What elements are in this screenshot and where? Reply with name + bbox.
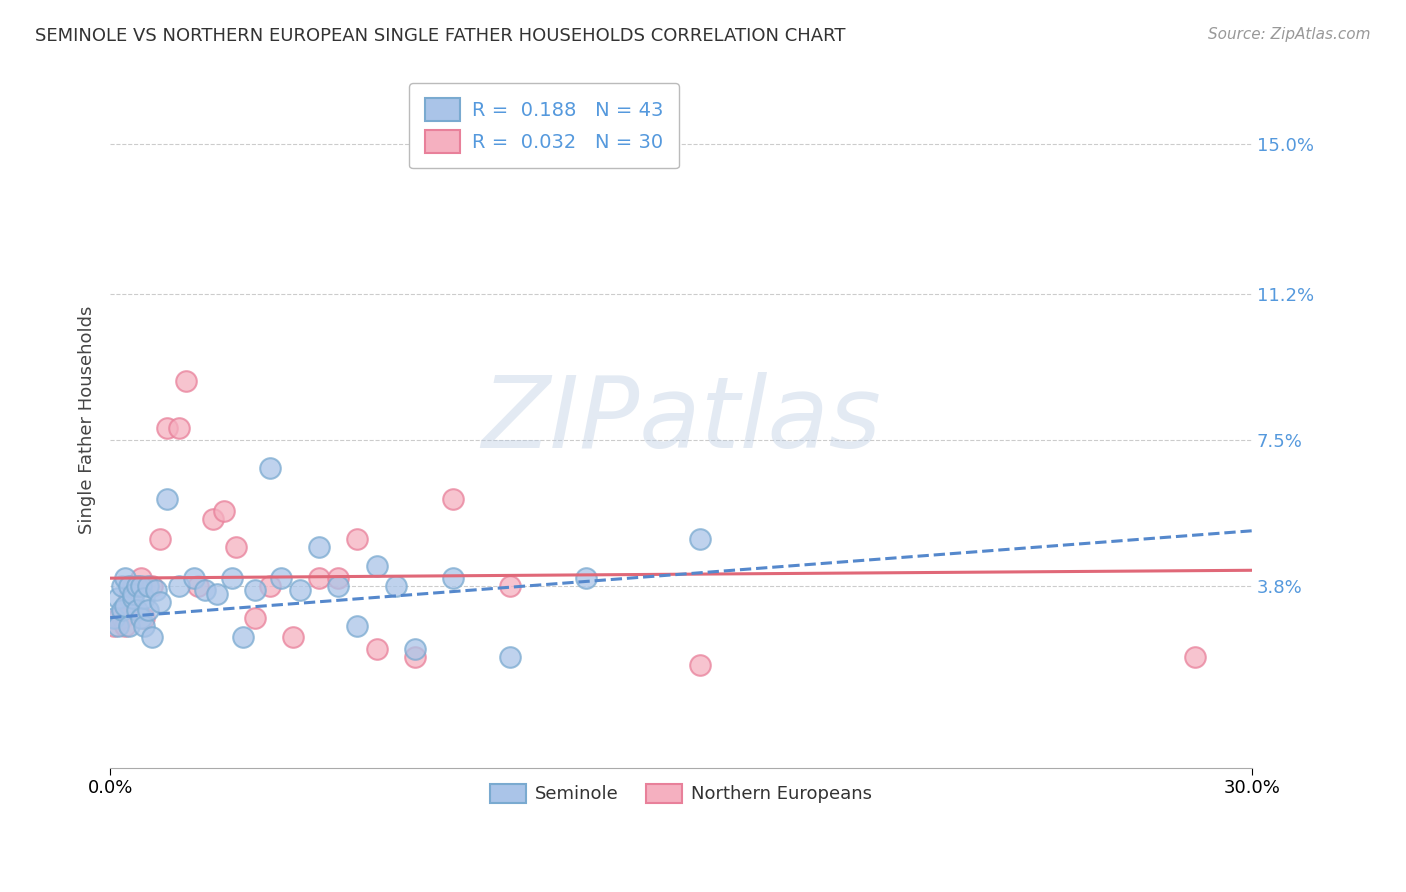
Point — [441, 571, 464, 585]
Point — [125, 579, 148, 593]
Point — [328, 571, 350, 585]
Point — [499, 579, 522, 593]
Point — [366, 559, 388, 574]
Point — [232, 631, 254, 645]
Y-axis label: Single Father Households: Single Father Households — [79, 306, 96, 534]
Point — [110, 610, 132, 624]
Point — [346, 618, 368, 632]
Point — [328, 579, 350, 593]
Point — [129, 579, 152, 593]
Point — [214, 504, 236, 518]
Point — [167, 579, 190, 593]
Point — [134, 610, 156, 624]
Point — [149, 595, 172, 609]
Point — [156, 492, 179, 507]
Text: ZIPatlas: ZIPatlas — [481, 372, 880, 469]
Point — [1184, 650, 1206, 665]
Point — [118, 579, 141, 593]
Point — [118, 591, 141, 605]
Point — [114, 618, 136, 632]
Point — [145, 582, 167, 597]
Point — [136, 603, 159, 617]
Point — [134, 618, 156, 632]
Point — [107, 610, 129, 624]
Point — [125, 579, 148, 593]
Point — [384, 579, 406, 593]
Point — [149, 532, 172, 546]
Point — [689, 658, 711, 673]
Point — [156, 421, 179, 435]
Point — [575, 571, 598, 585]
Point — [259, 579, 281, 593]
Point — [205, 587, 228, 601]
Point — [187, 579, 209, 593]
Point — [499, 650, 522, 665]
Point — [281, 631, 304, 645]
Point — [129, 610, 152, 624]
Point — [221, 571, 243, 585]
Point — [122, 579, 145, 593]
Point — [114, 599, 136, 613]
Point — [129, 571, 152, 585]
Point — [194, 582, 217, 597]
Point — [290, 582, 312, 597]
Point — [122, 587, 145, 601]
Point — [201, 512, 224, 526]
Point — [125, 603, 148, 617]
Point — [167, 421, 190, 435]
Point — [134, 591, 156, 605]
Point — [243, 582, 266, 597]
Text: SEMINOLE VS NORTHERN EUROPEAN SINGLE FATHER HOUSEHOLDS CORRELATION CHART: SEMINOLE VS NORTHERN EUROPEAN SINGLE FAT… — [35, 27, 845, 45]
Point — [114, 571, 136, 585]
Point — [308, 540, 330, 554]
Legend: Seminole, Northern Europeans: Seminole, Northern Europeans — [482, 777, 879, 811]
Point — [259, 460, 281, 475]
Point — [103, 610, 125, 624]
Point — [183, 571, 205, 585]
Point — [107, 618, 129, 632]
Point — [110, 579, 132, 593]
Point — [225, 540, 247, 554]
Point — [110, 603, 132, 617]
Point — [404, 642, 426, 657]
Point — [366, 642, 388, 657]
Point — [141, 579, 163, 593]
Point — [107, 591, 129, 605]
Point — [346, 532, 368, 546]
Point — [174, 374, 197, 388]
Point — [136, 579, 159, 593]
Point — [118, 618, 141, 632]
Point — [103, 618, 125, 632]
Text: Source: ZipAtlas.com: Source: ZipAtlas.com — [1208, 27, 1371, 42]
Point — [404, 650, 426, 665]
Point — [141, 631, 163, 645]
Point — [122, 591, 145, 605]
Point — [441, 492, 464, 507]
Point — [308, 571, 330, 585]
Point — [270, 571, 292, 585]
Point — [689, 532, 711, 546]
Point — [243, 610, 266, 624]
